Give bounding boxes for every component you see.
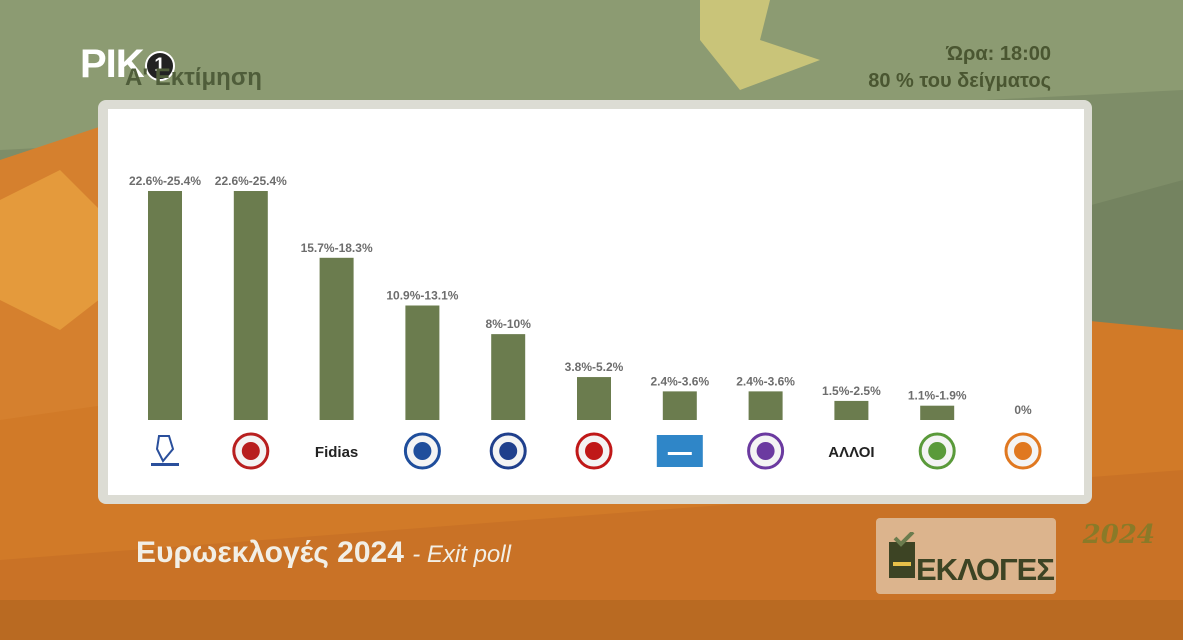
elections-year: 2024 [1082, 520, 1155, 550]
data-label-4: 8%-10% [486, 317, 532, 331]
channel-logo-text: ΡΙΚ [80, 42, 145, 86]
elam-logo-icon [403, 432, 441, 470]
volt-logo-icon [747, 432, 785, 470]
results-bar-chart: 22.6%-25.4% 22.6%-25.4% 15.7%-18.3% Fidias 1… [129, 174, 1042, 470]
data-label-8: 1.5%-2.5% [822, 384, 881, 398]
bar-2 [319, 257, 354, 420]
bar-0 [148, 191, 182, 420]
diko-logo-icon [489, 432, 527, 470]
category-label-8: ΑΛΛΟΙ [828, 444, 874, 461]
data-label-9: 1.1%-1.9% [908, 389, 967, 403]
bar-7 [748, 391, 783, 420]
sample-label: 80 % του δείγματος [868, 70, 1051, 92]
disy-logo-icon [151, 435, 179, 466]
bar-8 [834, 400, 869, 420]
footer-title: Ευρωεκλογές 2024 - Exit poll [136, 536, 511, 570]
chart-panel [108, 109, 1084, 495]
bar-3 [405, 305, 440, 420]
ballot-box-icon [889, 532, 915, 578]
channel-logo: ΡΙΚ 1 [80, 44, 175, 84]
data-label-7: 2.4%-3.6% [736, 374, 795, 388]
ecologists-logo-icon [918, 432, 956, 470]
data-label-1: 22.6%-25.4% [215, 174, 287, 188]
bar-4 [491, 334, 526, 420]
alma-logo-icon [1004, 432, 1042, 470]
time-label: Ώρα: 18:00 [946, 43, 1051, 65]
data-label-2: 15.7%-18.3% [301, 241, 373, 255]
bar-6 [662, 391, 697, 420]
footer-subtitle: - Exit poll [412, 541, 511, 568]
edek-logo-icon [575, 432, 613, 470]
data-label-0: 22.6%-25.4% [129, 174, 201, 188]
bar-1 [233, 191, 268, 420]
data-label-3: 10.9%-13.1% [386, 289, 458, 303]
dipa-logo-icon [656, 435, 703, 467]
elections-word: ΕΚΛΟΓΕΣ [916, 552, 1055, 587]
estimate-label: Α' Εκτίμηση [125, 64, 262, 91]
akel-logo-icon [232, 432, 270, 470]
data-label-10: 0% [1014, 403, 1032, 417]
data-label-6: 2.4%-3.6% [650, 374, 709, 388]
bar-9 [920, 405, 955, 420]
data-label-5: 3.8%-5.2% [565, 360, 624, 374]
footer-title-text: Ευρωεκλογές 2024 [136, 536, 404, 569]
category-label-2: Fidias [315, 444, 358, 461]
bar-5 [577, 377, 611, 420]
channel-number-badge: 1 [144, 51, 175, 81]
